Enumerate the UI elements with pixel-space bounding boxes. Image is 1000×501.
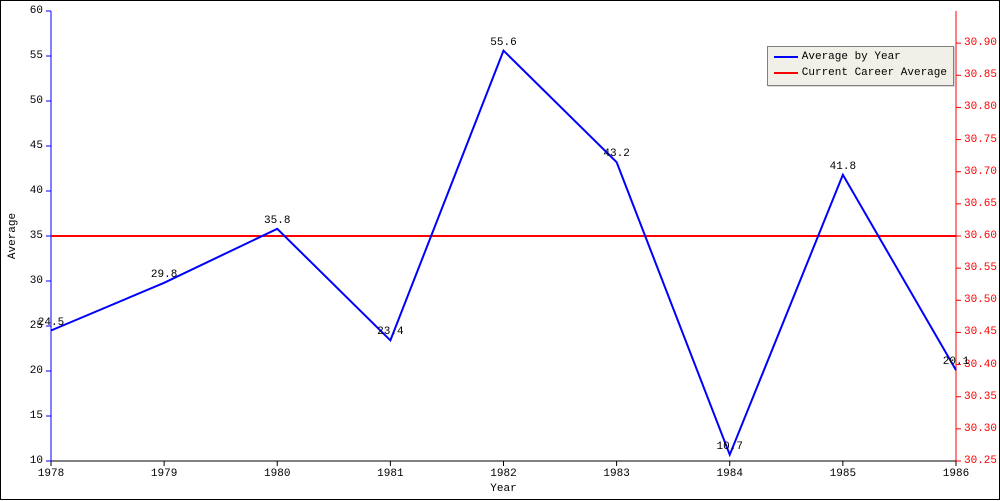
data-point-label: 41.8 xyxy=(830,161,856,173)
legend-swatch-avg xyxy=(774,56,798,58)
legend-label-avg: Average by Year xyxy=(802,51,901,63)
legend-label-career: Current Career Average xyxy=(802,67,947,79)
y-axis-label: Average xyxy=(7,213,19,259)
data-point-label: 43.2 xyxy=(603,148,629,160)
data-point-label: 29.8 xyxy=(151,269,177,281)
data-point-label: 23.4 xyxy=(377,326,403,338)
legend-swatch-career xyxy=(774,72,798,74)
chart-container: 1978197919801981198219831984198519861015… xyxy=(0,0,1000,500)
data-point-label: 24.5 xyxy=(38,317,64,329)
data-point-label: 55.6 xyxy=(490,37,516,49)
data-point-label: 20.1 xyxy=(943,356,969,368)
data-point-label: 10.7 xyxy=(717,441,743,453)
legend: Average by Year Current Career Average xyxy=(767,46,954,86)
data-point-label: 35.8 xyxy=(264,215,290,227)
legend-item-avg: Average by Year xyxy=(774,49,947,65)
legend-item-career: Current Career Average xyxy=(774,65,947,81)
x-axis-label: Year xyxy=(490,483,516,495)
